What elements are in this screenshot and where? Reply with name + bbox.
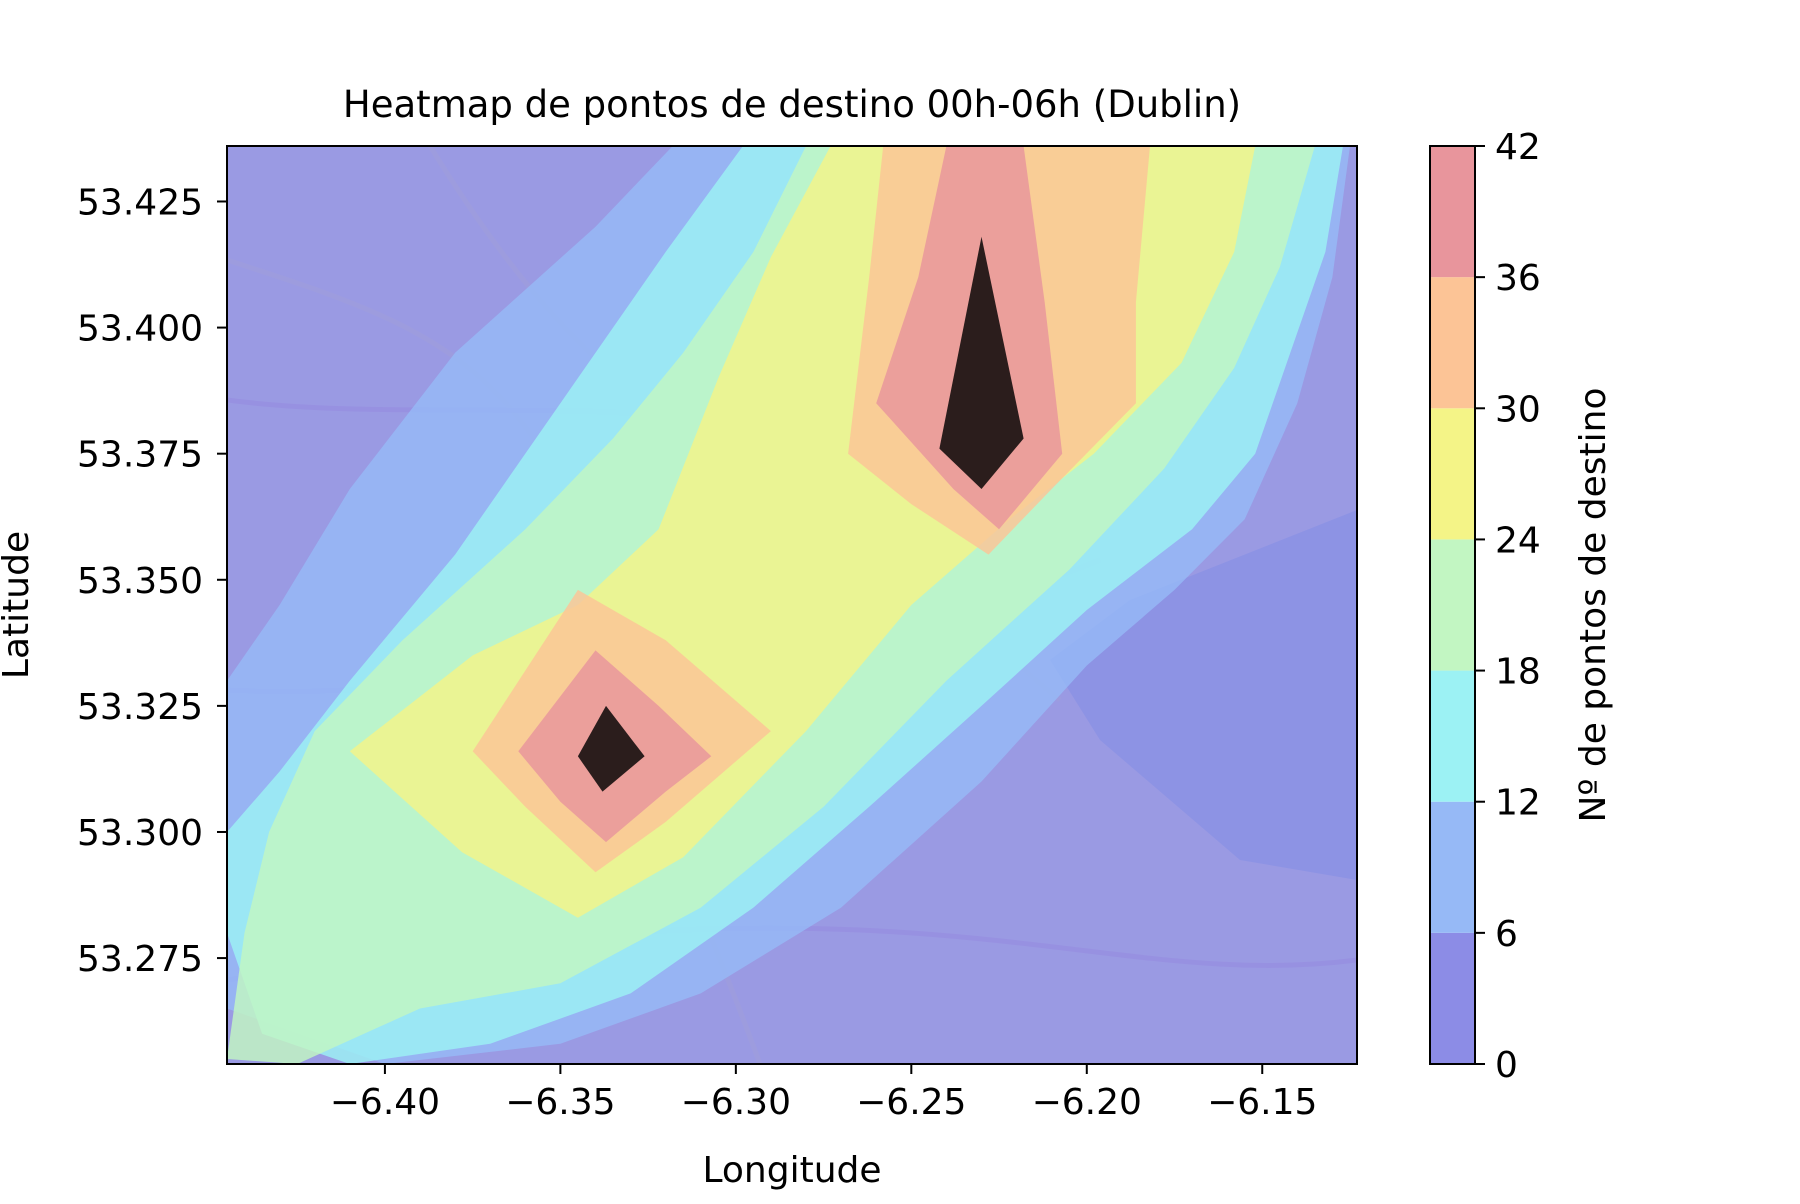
x-tick-label: −6.40 — [330, 1082, 440, 1123]
contour-level-42 — [577, 705, 645, 792]
colorbar-band — [1430, 539, 1475, 671]
y-tick-label: 53.350 — [77, 561, 203, 602]
colorbar-tick-label: 18 — [1495, 652, 1541, 693]
x-tick-label: −6.20 — [1032, 1082, 1142, 1123]
colorbar-tick-label: 42 — [1495, 127, 1541, 168]
x-axis: −6.40 −6.35 −6.30 −6.25 −6.20 −6.15 — [330, 1064, 1317, 1123]
y-axis-label: Latitude — [0, 531, 37, 679]
contour-level-42 — [939, 236, 1024, 489]
y-tick-label: 53.375 — [77, 435, 203, 476]
chart-title: Heatmap de pontos de destino 00h-06h (Du… — [343, 83, 1241, 126]
y-tick-label: 53.325 — [77, 687, 203, 728]
y-tick-label: 53.300 — [77, 813, 203, 854]
x-tick-label: −6.15 — [1207, 1082, 1317, 1123]
colorbar-tick-label: 12 — [1495, 783, 1541, 824]
colorbar-tick-label: 24 — [1495, 520, 1541, 561]
colorbar-tick-label: 6 — [1495, 914, 1518, 955]
x-tick-label: −6.35 — [505, 1082, 615, 1123]
colorbar-tick-label: 30 — [1495, 389, 1541, 430]
y-axis: 53.275 53.300 53.325 53.350 53.375 53.400 53.4… — [77, 182, 227, 980]
colorbar-band — [1430, 408, 1475, 540]
x-tick-label: −6.25 — [856, 1082, 966, 1123]
x-tick-label: −6.30 — [681, 1082, 791, 1123]
y-tick-label: 53.400 — [77, 309, 203, 350]
colorbar-band — [1430, 146, 1475, 278]
colorbar-band — [1430, 932, 1475, 1064]
plot-frame — [226, 145, 1358, 1065]
colorbar-label: Nº de pontos de destino — [1573, 388, 1614, 823]
colorbar: 0 6 12 18 24 30 36 42 — [1429, 127, 1541, 1086]
y-tick-label: 53.425 — [77, 182, 203, 223]
colorbar-band — [1430, 670, 1475, 802]
x-axis-label: Longitude — [702, 1150, 881, 1191]
y-tick-label: 53.275 — [77, 939, 203, 980]
colorbar-band — [1430, 277, 1475, 409]
colorbar-tick-label: 0 — [1495, 1045, 1518, 1086]
colorbar-tick-label: 36 — [1495, 258, 1541, 299]
contour-layers — [227, 146, 1357, 1064]
colorbar-frame — [1429, 145, 1476, 1065]
colorbar-band — [1430, 801, 1475, 933]
